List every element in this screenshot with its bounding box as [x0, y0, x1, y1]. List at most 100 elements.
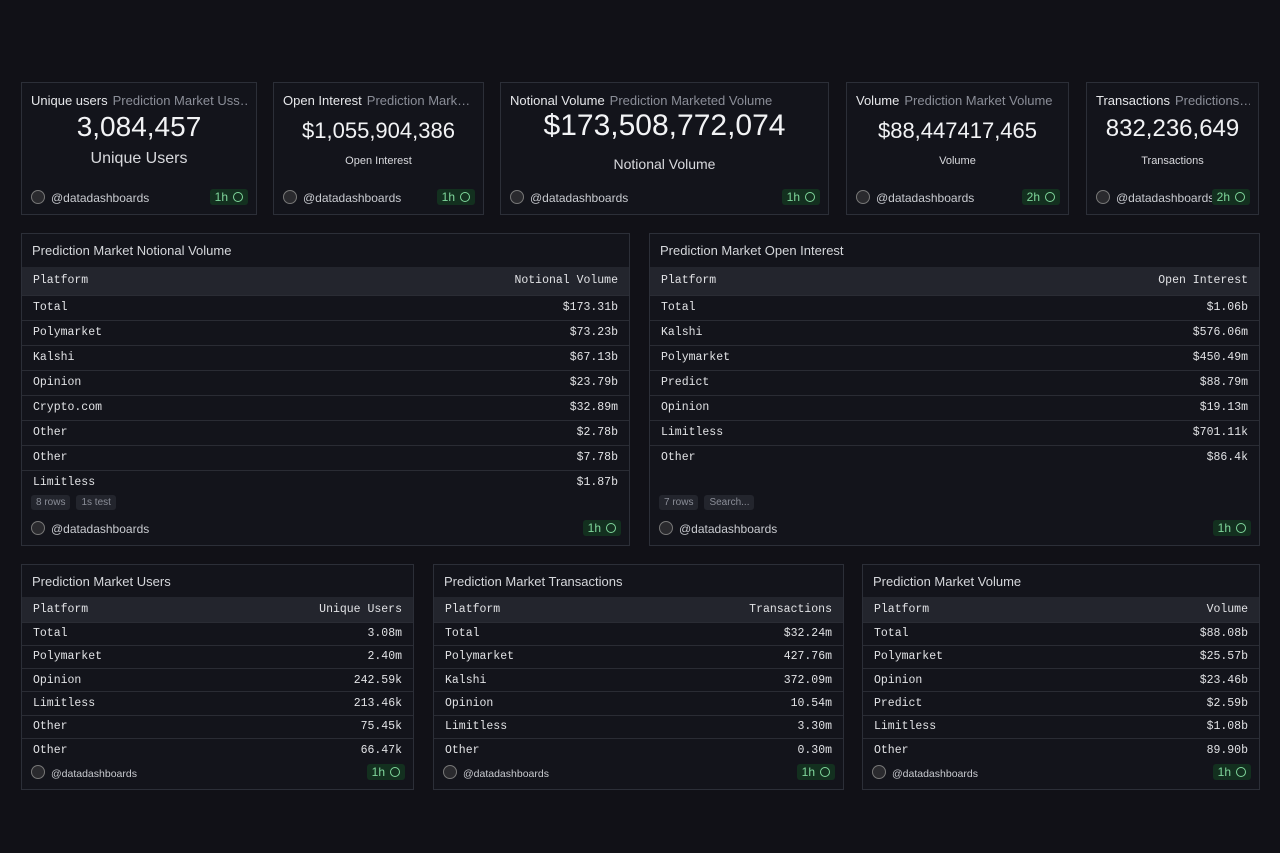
kpi-value: $173,508,772,074: [543, 109, 786, 142]
age-badge: 1h: [1212, 764, 1251, 780]
cell: Other: [22, 444, 278, 470]
avatar: [856, 190, 870, 204]
cell: Kalshi: [22, 344, 278, 370]
kpi-header: Volume Prediction Market Volume: [856, 93, 1060, 108]
header-row: Platform Transactions: [434, 597, 843, 622]
card-footer: @datadashboards 1h: [659, 520, 1251, 537]
card-footer: @datadashboards 1h: [872, 764, 1251, 781]
cell: Limitless: [434, 714, 625, 739]
cell: Total: [434, 621, 625, 646]
cell: Crypto.com: [22, 394, 278, 420]
cell: $88.79m: [923, 369, 1259, 395]
cell: 89.90b: [1086, 737, 1259, 762]
table-title: Prediction Market Notional Volume: [32, 243, 232, 258]
cell: 2.40m: [203, 644, 413, 669]
table-row: Kalshi 372.09m: [434, 668, 843, 692]
kpi-subtitle: Prediction Market Volume: [904, 93, 1053, 108]
age: 2h: [1026, 190, 1040, 204]
tag: 1s test: [76, 495, 116, 510]
check-icon: [1236, 523, 1246, 533]
cell: Predict: [650, 369, 924, 395]
avatar: [510, 190, 524, 204]
kpi-value: 832,236,649: [1105, 115, 1240, 142]
cell: Opinion: [650, 394, 924, 420]
age-badge: 1h: [582, 520, 621, 536]
age-badge: 1h: [1212, 520, 1251, 536]
cell: $701.11k: [923, 419, 1259, 445]
cell: $2.59b: [1086, 691, 1259, 716]
cell: Other: [22, 714, 204, 739]
table-row: Polymarket $450.49m: [650, 344, 1259, 370]
kpi-value: $88,447417,465: [877, 118, 1038, 143]
kpi-header: Unique users Prediction Market Uss…: [31, 93, 248, 108]
avatar: [31, 521, 45, 535]
header-row: Platform Open Interest: [650, 267, 1259, 295]
author: @datadashboards: [876, 191, 975, 205]
data-table: Platform Open Interest Total $1.06b Kalshi $5…: [650, 267, 1259, 470]
cell: Kalshi: [650, 319, 924, 345]
check-icon: [1235, 192, 1245, 202]
cell: $67.13b: [277, 344, 629, 370]
cell: Opinion: [22, 369, 278, 395]
age: 1h: [214, 190, 228, 204]
age-badge: 1h: [366, 764, 405, 780]
avatar: [872, 765, 886, 779]
age-badge: 2h: [1021, 189, 1060, 205]
table-row: Polymarket 427.76m: [434, 644, 843, 669]
column-header: Transactions: [624, 597, 843, 622]
cell: $32.24m: [624, 621, 843, 646]
cell: 242.59k: [203, 668, 413, 692]
card-footer: @datadashboards 1h: [510, 189, 820, 206]
cell: 75.45k: [203, 714, 413, 739]
age: 2h: [1216, 190, 1230, 204]
column-header: Platform: [863, 597, 1087, 622]
column-header: Platform: [22, 267, 278, 295]
cell: Limitless: [650, 419, 924, 445]
column-header: Unique Users: [203, 597, 413, 622]
kpi-card: Notional Volume Prediction Marketed Volum…: [500, 82, 829, 215]
table-row: Opinion $23.79b: [22, 369, 629, 395]
check-icon: [460, 192, 470, 202]
kpi-title: Volume: [856, 93, 900, 108]
card-footer: @datadashboards 1h: [443, 764, 835, 781]
cell: Limitless: [22, 691, 204, 716]
table-card: Prediction Market Volume Platform Volume To…: [862, 564, 1260, 790]
table-row: Other $86.4k: [650, 444, 1259, 470]
author: @datadashboards: [51, 522, 150, 536]
table-row: Opinion 10.54m: [434, 691, 843, 716]
table-row: Predict $88.79m: [650, 369, 1259, 395]
table-row: Predict $2.59b: [863, 691, 1259, 716]
table-row: Opinion 242.59k: [22, 668, 413, 692]
avatar: [659, 521, 673, 535]
cell: 3.08m: [203, 621, 413, 646]
header-row: Platform Volume: [863, 597, 1259, 622]
check-icon: [820, 767, 830, 777]
cell: Other: [434, 737, 625, 762]
author: @datadashboards: [530, 191, 629, 205]
cell: $23.46b: [1086, 668, 1259, 692]
age: 1h: [587, 521, 601, 535]
table-row: Total $32.24m: [434, 621, 843, 646]
data-table: Platform Unique Users Total 3.08m Polymarket…: [22, 597, 413, 762]
kpi-label: Open Interest: [345, 154, 412, 167]
kpi-label: Transactions: [1141, 154, 1204, 167]
cell: 3.30m: [624, 714, 843, 739]
table-row: Limitless 3.30m: [434, 714, 843, 739]
kpi-header: Notional Volume Prediction Marketed Volum…: [510, 93, 820, 108]
check-icon: [390, 767, 400, 777]
table-row: Total $173.31b: [22, 294, 629, 320]
author: @datadashboards: [463, 768, 549, 780]
age-badge: 2h: [1211, 189, 1250, 205]
column-header: Volume: [1086, 597, 1259, 622]
cell: $86.4k: [923, 444, 1259, 470]
age: 1h: [801, 765, 815, 779]
cell: Polymarket: [22, 644, 204, 669]
cell: Polymarket: [650, 344, 924, 370]
table-row: Crypto.com $32.89m: [22, 394, 629, 420]
column-header: Platform: [22, 597, 204, 622]
cell: Limitless: [863, 714, 1087, 739]
cell: $173.31b: [277, 294, 629, 320]
cell: Predict: [863, 691, 1087, 716]
cell: $23.79b: [277, 369, 629, 395]
